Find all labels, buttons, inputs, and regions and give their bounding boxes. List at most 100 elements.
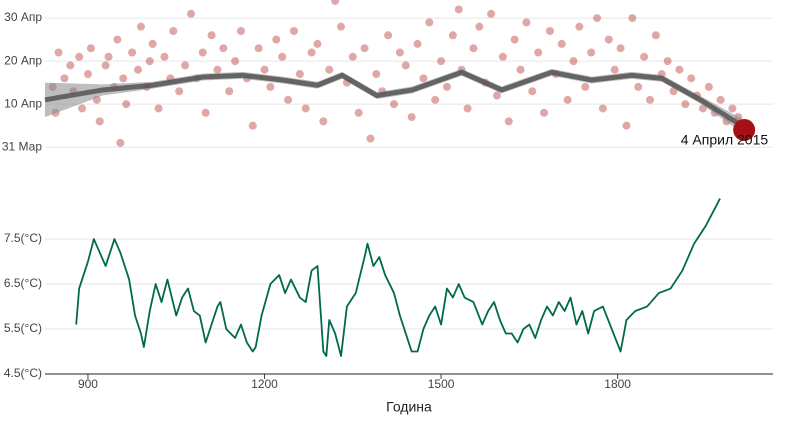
y-tick-label: 7.5(°C) <box>4 231 42 245</box>
scatter-point <box>307 48 316 57</box>
annotation: 4 Април 2015 <box>681 132 769 148</box>
scatter-point <box>545 26 554 35</box>
scatter-point <box>213 65 222 74</box>
scatter-point <box>448 31 457 40</box>
scatter-point <box>128 48 137 57</box>
scatter-point <box>266 82 275 91</box>
highlight-point <box>733 118 756 141</box>
x-tick-label: 900 <box>78 377 98 391</box>
scatter-point <box>395 48 404 57</box>
scatter-point <box>278 52 287 61</box>
scatter-point <box>313 39 322 48</box>
scatter-point <box>295 70 304 79</box>
scatter-point <box>487 9 496 18</box>
scatter-point <box>384 31 393 40</box>
scatter-point <box>154 104 163 113</box>
scatter-point <box>442 82 451 91</box>
scatter-point <box>78 104 87 113</box>
scatter-point <box>186 9 195 18</box>
y-tick-label: 20 Апр <box>4 53 42 67</box>
scatter-point <box>116 138 125 147</box>
scatter-point <box>425 18 434 27</box>
scatter-point <box>687 74 696 83</box>
scatter-point <box>101 61 110 70</box>
scatter-point <box>75 52 84 61</box>
scatter-point <box>219 44 228 53</box>
scatter-point <box>148 39 157 48</box>
scatter-point <box>628 14 637 23</box>
scatter-point <box>728 104 737 113</box>
scatter-point <box>272 35 281 44</box>
scatter-point <box>463 104 472 113</box>
y-tick-label: 30 Апр <box>4 10 42 24</box>
y-tick-label: 5.5(°C) <box>4 321 42 335</box>
scatter-point <box>122 100 131 109</box>
scatter-point <box>593 14 602 23</box>
scatter-point <box>675 65 684 74</box>
scatter-point <box>492 91 501 100</box>
scatter-point <box>201 108 210 117</box>
scatter-point <box>284 95 293 104</box>
y-tick-label: 10 Апр <box>4 96 42 110</box>
scatter-point <box>419 74 428 83</box>
scatter-point <box>372 70 381 79</box>
scatter-point <box>289 26 298 35</box>
smooth-line <box>44 69 743 128</box>
scatter-point <box>175 87 184 96</box>
y-tick-label: 31 Мар <box>2 139 42 153</box>
scatter-point <box>133 65 142 74</box>
scatter-point <box>366 134 375 143</box>
scatter-point <box>540 108 549 117</box>
scatter-point <box>319 117 328 126</box>
scatter-point <box>225 87 234 96</box>
scatter-point <box>454 5 463 14</box>
scatter-point <box>348 52 357 61</box>
scatter-point <box>516 65 525 74</box>
scatter-point <box>136 22 145 31</box>
scatter-point <box>469 44 478 53</box>
scatter-point <box>181 61 190 70</box>
scatter-point <box>95 117 104 126</box>
scatter-point <box>504 117 513 126</box>
scatter-point <box>83 70 92 79</box>
scatter-point <box>401 61 410 70</box>
scatter-point <box>236 26 245 35</box>
scatter-point <box>704 82 713 91</box>
scatter-point <box>610 65 619 74</box>
scatter-point <box>231 57 240 66</box>
scatter-point <box>66 61 75 70</box>
x-tick-label: 1200 <box>251 377 278 391</box>
scatter-point <box>389 100 398 109</box>
scatter-point <box>634 82 643 91</box>
scatter-point <box>254 44 263 53</box>
scatter-point <box>604 35 613 44</box>
scatter-point <box>331 0 340 5</box>
scatter-point <box>360 44 369 53</box>
scatter-point <box>437 57 446 66</box>
scatter-point <box>301 104 310 113</box>
x-tick-label: 1500 <box>428 377 455 391</box>
scatter-point <box>534 48 543 57</box>
scatter-point <box>522 18 531 27</box>
scatter-point <box>640 52 649 61</box>
scatter-point <box>248 121 257 130</box>
scatter-point <box>413 39 422 48</box>
scatter-point <box>681 100 690 109</box>
scatter-point <box>622 121 631 130</box>
scatter-point <box>60 74 69 83</box>
y-tick-label: 6.5(°C) <box>4 276 42 290</box>
scatter-point <box>651 31 660 40</box>
scatter-point <box>198 48 207 57</box>
scatter-point <box>498 52 507 61</box>
scatter-point <box>407 113 416 122</box>
x-tick-label: 1800 <box>604 377 631 391</box>
scatter-point <box>119 74 128 83</box>
scatter-point <box>169 26 178 35</box>
y-tick-label: 4.5(°C) <box>4 366 42 380</box>
scatter-point <box>716 95 725 104</box>
scatter-point <box>325 65 334 74</box>
scatter-point <box>645 95 654 104</box>
scatter-point <box>337 22 346 31</box>
scatter-point <box>569 57 578 66</box>
